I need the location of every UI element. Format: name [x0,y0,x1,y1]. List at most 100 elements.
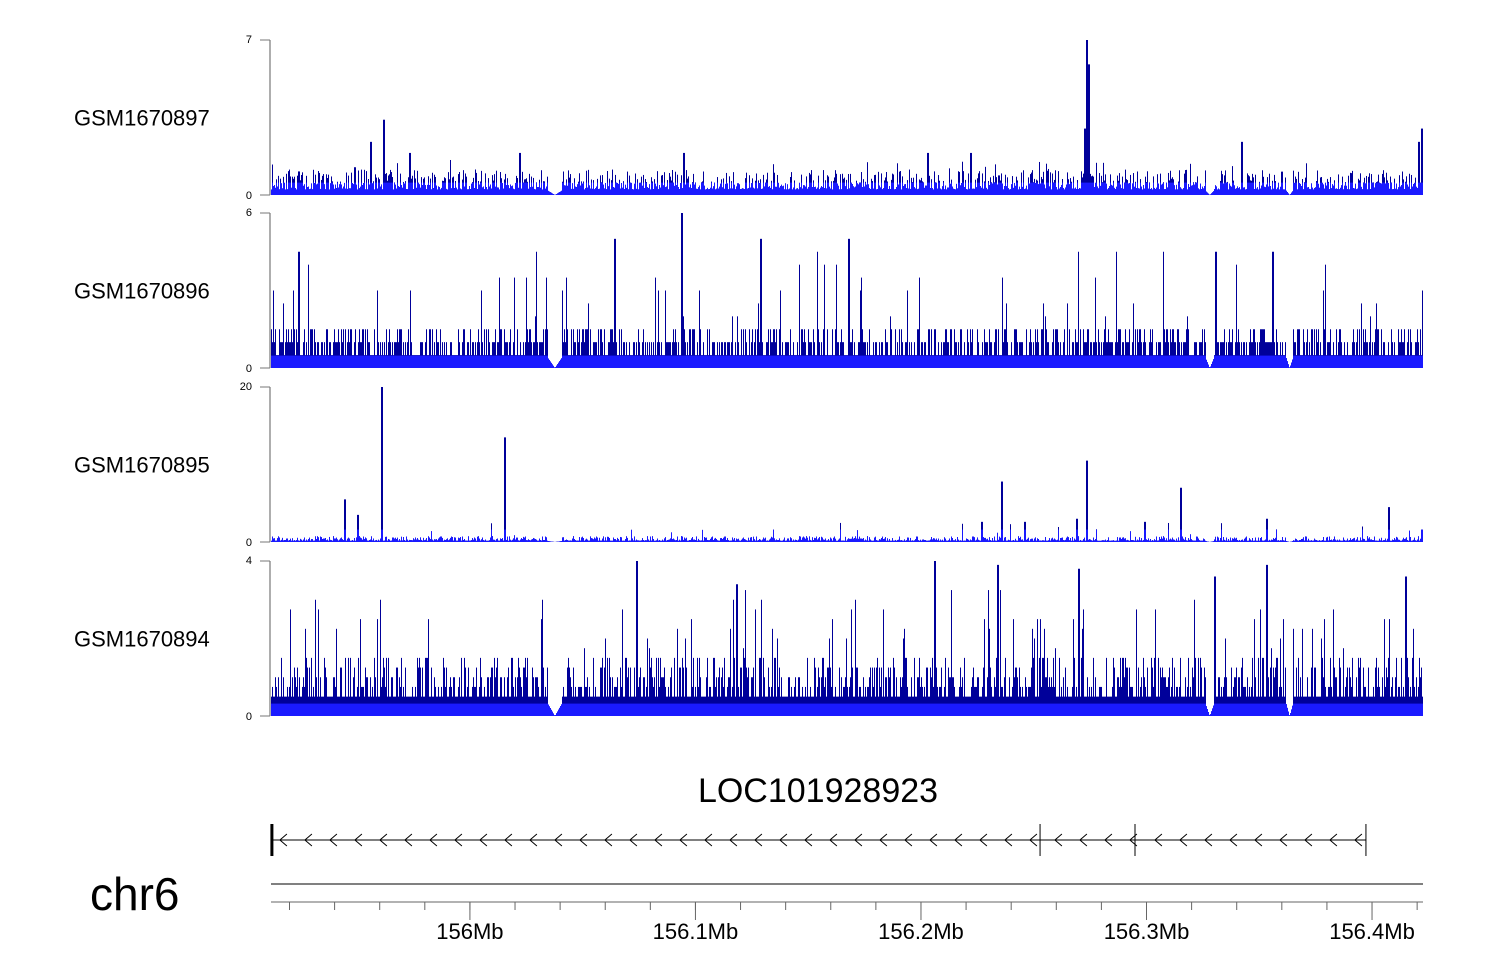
coverage-bar [288,329,289,368]
coverage-bar-base [1066,184,1067,195]
coverage-bar [823,329,824,368]
coverage-bar-base [649,355,650,368]
coverage-bar-base [301,355,302,368]
coverage-bar-base [1119,182,1120,195]
coverage-bar-base [1397,355,1398,368]
coverage-bar [1132,342,1133,368]
coverage-bar-base [1335,355,1336,368]
coverage-bar [1159,342,1160,368]
coverage-bar-base [441,187,442,195]
coverage-bar-base [482,187,483,195]
coverage-bar [1269,342,1270,368]
coverage-bar [1108,329,1109,368]
coverage-bar-base [1399,355,1400,368]
coverage-bar-base [363,536,364,542]
coverage-bar-base [1330,182,1331,195]
coverage-bar-base [897,182,898,195]
coverage-bar [669,342,670,368]
coverage-bar-base [993,182,994,195]
coverage-bar-base [1213,191,1214,195]
coverage-bar-base [1071,355,1072,368]
coverage-bar [1173,329,1174,368]
coverage-bar [1272,251,1273,368]
coverage-bar-base [988,182,989,195]
coverage-bar-base [643,355,644,368]
coverage-bar-base [874,182,875,195]
coverage-bar-base [342,188,343,195]
coverage-bar-base [667,182,668,195]
coverage-bar [1280,342,1281,368]
coverage-bar-base [675,355,676,368]
coverage-bar-base [821,355,822,368]
coverage-bar-base [1004,355,1005,368]
coverage-bar-base [1420,182,1421,195]
coverage-bar-base [1039,355,1040,368]
coverage-bar-base [1178,182,1179,195]
coverage-bar [1118,329,1119,368]
coverage-bar-base [1182,189,1183,195]
coverage-bar-base [395,355,396,368]
coverage-bar-base [1358,182,1359,195]
coverage-bar [1359,329,1360,368]
coverage-bar-base [480,182,481,195]
coverage-bar-base [1250,182,1251,195]
coverage-bar-base [819,355,820,368]
coverage-bar-base [1359,355,1360,368]
coverage-bar-base [430,182,431,195]
coverage-bar-base [1377,355,1378,368]
coverage-bar [289,342,290,368]
coverage-bar [1257,342,1258,368]
coverage-bar [1078,251,1079,368]
coverage-bar-base [1273,188,1274,195]
coverage-bar-base [1343,189,1344,195]
coverage-bar-base [1415,355,1416,368]
coverage-bar [279,329,280,368]
coverage-bar [1260,329,1261,368]
coverage-bar-base [1190,355,1191,368]
coverage-bar-base [1214,189,1215,195]
coverage-bar-base [734,355,735,368]
coverage-bar [1221,342,1222,368]
coverage-bar-base [1320,355,1321,368]
coverage-bar-base [1406,355,1407,368]
coverage-bar [1026,329,1027,368]
coverage-bar [275,329,276,368]
coverage-bar-base [318,182,319,195]
coverage-bar-base [947,355,948,368]
coverage-bar-base [1097,355,1098,368]
coverage-bar-base [1147,182,1148,195]
coverage-bar [1195,342,1196,368]
coverage-bar-base [821,186,822,195]
coverage-bar [1145,342,1146,368]
coverage-bar-base [1021,182,1022,195]
coverage-bar-base [545,188,546,195]
coverage-bar-base [1354,188,1355,195]
coverage-bar-base [678,187,679,195]
coverage-bar-base [1067,182,1068,195]
coverage-bar-base [673,355,674,368]
coverage-bar [735,342,736,368]
coverage-bar-base [1255,182,1256,195]
coverage-bar [468,342,469,368]
coverage-bar-base [774,182,775,195]
coverage-bar-base [1300,183,1301,195]
coverage-bar [1282,342,1283,368]
coverage-bar-base [1188,355,1189,368]
coverage-bar-base [1364,182,1365,195]
coverage-bar [776,329,777,368]
coverage-bar [358,514,359,542]
coverage-bar-base [336,188,337,195]
coverage-bar-base [292,182,293,195]
coverage-bar-base [1095,355,1096,368]
coverage-bar-base [608,355,609,368]
coverage-bar [1016,329,1017,368]
coverage-bar [1401,329,1402,368]
coverage-bar-base [957,188,958,195]
coverage-bar-base [1014,182,1015,195]
coverage-bar-base [385,182,386,195]
coverage-bar-base [1073,355,1074,368]
coverage-bar-base [795,189,796,195]
coverage-bar-base [640,355,641,368]
coverage-bar-base [472,182,473,195]
coverage-bar-base [559,361,560,368]
